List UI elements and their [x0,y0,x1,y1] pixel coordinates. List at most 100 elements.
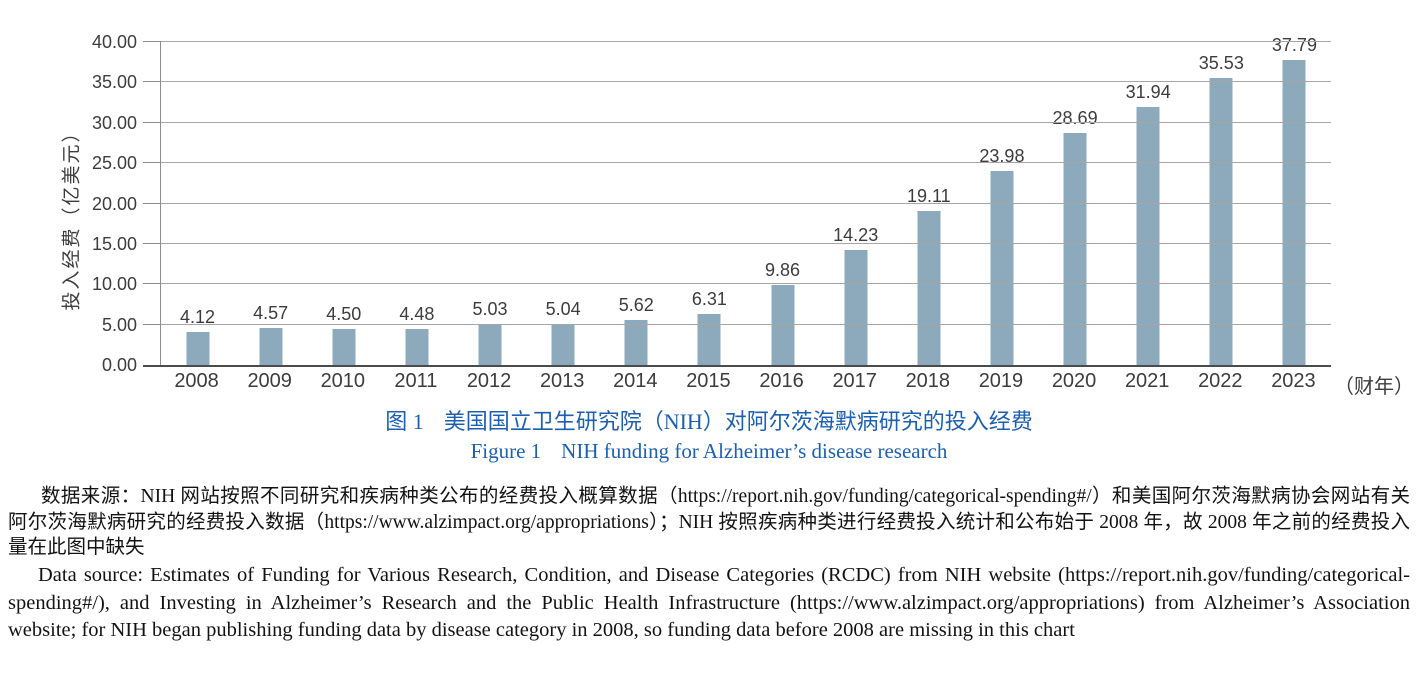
bar-2014 [624,319,648,365]
y-tick-mark-5.00 [143,323,161,325]
bar-value-label-2021: 31.94 [1125,82,1171,103]
y-tick-mark-20.00 [143,202,161,204]
x-axis-labels: 2008 2009 2010 2011 2012 2013 2014 2015 2016 2017… [160,370,1330,393]
bar-value-label-2012: 5.03 [472,299,508,320]
bar-column-2008: 4.12 [161,42,234,365]
bar-value-label-2016: 9.86 [765,260,801,281]
bar-column-2012: 5.03 [454,42,527,365]
bar-value-label-2017: 14.23 [833,225,879,246]
y-tick-label-10.00: 10.00 [91,274,137,295]
y-tick-label-15.00: 15.00 [91,233,137,254]
bar-column-2009: 4.57 [234,42,307,365]
bar-value-label-2020: 28.69 [1052,108,1098,129]
bar-value-label-2019: 23.98 [979,146,1025,167]
y-tick-label-25.00: 25.00 [91,153,137,174]
figure-number-en: Figure 1 [470,439,542,463]
data-source-note-en: Data source: Estimates of Funding for Va… [8,564,1410,641]
bar-value-label-2009: 4.57 [253,303,289,324]
x-tick-label-2017: 2017 [832,370,877,392]
x-tick-label-2022: 2022 [1198,370,1243,392]
x-tick-label-2008: 2008 [174,370,219,392]
y-tick-mark-40.00 [143,41,161,42]
bar-value-label-2008: 4.12 [180,306,216,327]
x-axis-left-extension [143,365,161,367]
x-tick-label-2019: 2019 [978,370,1024,392]
x-tick-label-2014: 2014 [613,370,658,392]
data-source-note-zh: 数据来源：NIH 网站按照不同研究和疾病种类公布的经费投入概算数据（https:… [8,486,1410,558]
bar-column-2010: 4.50 [307,42,380,365]
bar-2023 [1282,59,1306,365]
bar-chart: 投入经费（亿美元） 4.12 4.57 4.50 4.48 5.03 5.04 5.62 6.… [62,33,1415,398]
gridline-35.00 [161,81,1331,83]
plot-area: 4.12 4.57 4.50 4.48 5.03 5.04 5.62 6.31 9.86 14.2… [92,33,1331,374]
bar-column-2023: 37.79 [1258,36,1331,365]
bar-row: 4.12 4.57 4.50 4.48 5.03 5.04 5.62 6.31 9.86 14.2… [161,36,1331,365]
bar-column-2019: 23.98 [965,42,1038,365]
bar-column-2021: 31.94 [1112,42,1185,365]
bar-column-2011: 4.48 [380,42,453,365]
bar-2015 [697,314,721,365]
bar-2013 [551,324,575,365]
gridline-30.00 [161,121,1331,123]
x-tick-label-2018: 2018 [905,370,951,392]
bar-value-label-2023: 37.79 [1271,34,1317,55]
bar-column-2014: 5.62 [600,42,673,365]
bar-value-label-2014: 5.62 [618,294,654,315]
x-tick-label-2009: 2009 [247,370,292,392]
gridline-15.00 [161,242,1331,244]
bar-column-2015: 6.31 [673,42,746,365]
x-tick-label-2016: 2016 [759,370,804,392]
bar-value-label-2022: 35.53 [1198,53,1244,74]
bar-2017 [844,250,868,365]
bar-2020 [1063,133,1087,365]
x-tick-label-2012: 2012 [466,370,512,392]
y-tick-label-35.00: 35.00 [91,72,137,93]
x-tick-label-2010: 2010 [320,370,366,392]
bar-2011 [405,328,429,365]
gridline-20.00 [161,202,1331,204]
bar-2009 [259,328,283,365]
y-tick-label-0.00: 0.00 [101,355,137,375]
bar-column-2016: 9.86 [746,42,819,365]
bar-2021 [1136,107,1160,365]
y-tick-label-5.00: 5.00 [101,314,137,335]
x-tick-label-2011: 2011 [394,370,438,392]
bar-2019 [990,171,1014,365]
x-tick-label-2020: 2020 [1051,370,1097,392]
y-tick-label-20.00: 20.00 [91,193,137,214]
bar-value-label-2010: 4.50 [326,303,362,324]
bar-value-label-2013: 5.04 [545,299,581,320]
bar-2010 [332,328,356,365]
x-tick-label-2013: 2013 [539,370,585,392]
bar-2008 [186,331,210,365]
x-tick-label-2021: 2021 [1124,370,1170,392]
gridline-25.00 [161,162,1331,164]
figure-caption-en: Figure 1 NIH funding for Alzheimer’s dise… [0,439,1418,464]
bar-column-2013: 5.04 [527,42,600,365]
bar-column-2017: 14.23 [819,42,892,365]
gridline-5.00 [161,323,1331,325]
bar-column-2020: 28.69 [1039,42,1112,365]
x-axis-unit-label: （财年） [1334,376,1414,398]
gridline-40.00 [161,41,1331,42]
bar-2016 [771,285,795,365]
gridline-10.00 [161,283,1331,285]
bar-column-2018: 19.11 [892,42,965,365]
figure-title-en: NIH funding for Alzheimer’s disease rese… [561,439,948,463]
y-tick-label-40.00: 40.00 [91,32,137,52]
x-tick-label-2015: 2015 [686,370,731,392]
y-tick-mark-35.00 [143,81,161,83]
y-tick-mark-10.00 [143,283,161,285]
x-tick-label-2023: 2023 [1271,370,1316,392]
y-tick-mark-15.00 [143,242,161,244]
figure-caption-zh: 图 1 美国国立卫生研究院（NIH）对阿尔茨海默病研究的投入经费 [0,404,1418,436]
y-tick-mark-25.00 [143,162,161,164]
figure-title-zh: 美国国立卫生研究院（NIH）对阿尔茨海默病研究的投入经费 [443,409,1033,434]
bar-column-2022: 35.53 [1185,42,1258,365]
bar-value-label-2011: 4.48 [399,303,435,324]
y-tick-label-30.00: 30.00 [91,112,137,133]
bar-2012 [478,324,502,365]
bar-value-label-2015: 6.31 [691,289,727,310]
figure-number-zh: 图 1 [385,409,424,434]
